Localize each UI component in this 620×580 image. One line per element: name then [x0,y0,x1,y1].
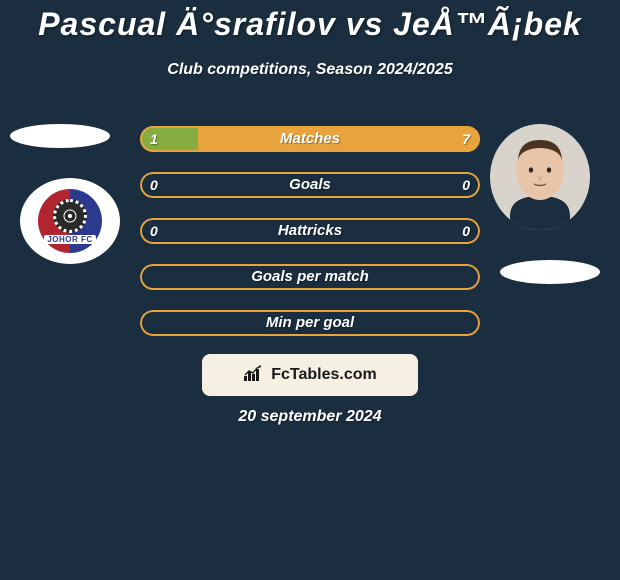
stat-value-right: 0 [462,172,470,198]
stat-label: Goals per match [140,264,480,290]
stat-value-right: 0 [462,218,470,244]
player-face-icon [490,124,590,230]
stat-value-left: 1 [150,126,158,152]
brand-logo-icon [243,364,265,387]
brand-text: FcTables.com [271,366,377,384]
stat-row: Goals per match [140,264,480,290]
left-club-badge: JOHOR FC [20,178,120,264]
page-title: Pascual Ä°srafilov vs JeÅ™Ã¡bek [0,6,620,43]
stat-row: Hattricks0 0 [140,218,480,244]
stat-label: Hattricks [140,218,480,244]
stat-row: Matches1 7 [140,126,480,152]
stat-label: Min per goal [140,310,480,336]
club-badge-inner: JOHOR FC [38,189,102,253]
club-badge-ring-icon [53,199,87,233]
page-subtitle: Club competitions, Season 2024/2025 [0,61,620,79]
footer-date: 20 september 2024 [0,408,620,426]
stat-row: Goals0 0 [140,172,480,198]
stat-label: Goals [140,172,480,198]
comparison-infographic: Pascual Ä°srafilov vs JeÅ™Ã¡bek Club com… [0,0,620,580]
club-crest-icon [62,208,78,224]
right-club-badge-placeholder [500,260,600,284]
stat-row: Min per goal [140,310,480,336]
stat-value-right: 7 [462,126,470,152]
right-player-avatar [490,124,590,230]
stat-value-left: 0 [150,218,158,244]
brand-attribution: FcTables.com [202,354,418,396]
stat-label: Matches [140,126,480,152]
club-badge-text: JOHOR FC [44,235,95,244]
stat-value-left: 0 [150,172,158,198]
left-player-avatar-placeholder [10,124,110,148]
stats-bars: Matches17Goals00Hattricks00Goals per mat… [140,126,480,356]
